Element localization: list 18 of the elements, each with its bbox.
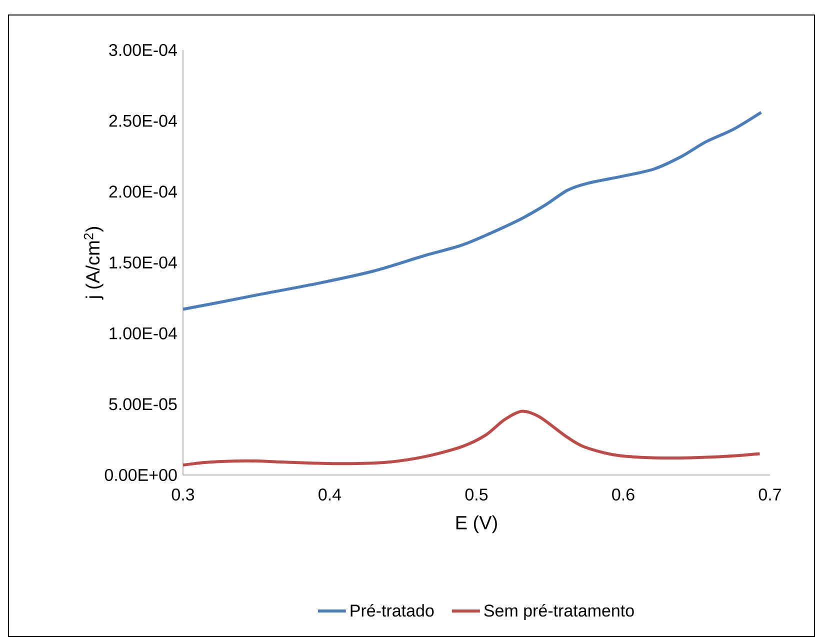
x-tick-label: 0.3 (172, 488, 194, 501)
y-tick-label: 1.00E-04 (110, 327, 177, 340)
line-series (182, 410, 762, 467)
x-tick-label: 0.7 (758, 488, 781, 501)
y-tick-label: 2.00E-04 (109, 186, 177, 198)
x-axis-title: E (V) (456, 515, 497, 534)
x-tick-label: 0.4 (318, 488, 342, 501)
y-tick-label: 0.00E+00 (104, 468, 177, 482)
line-series (182, 110, 763, 311)
y-axis-title: j (A/cm$^{2}$) (84, 227, 104, 300)
y-tick-label: 2.50E-04 (109, 114, 177, 127)
y-tick-label: 3.00E-04 (109, 44, 177, 56)
y-tick-label: 1.50E-04 (110, 256, 177, 269)
y-tick-label: 5.00E-05 (109, 398, 177, 410)
x-tick-label: 0.5 (465, 488, 488, 501)
x-tick-label: 0.6 (612, 488, 634, 501)
legend-label: Pré-tratado (350, 604, 434, 617)
legend-label: Sem pré-tratamento (484, 604, 634, 620)
